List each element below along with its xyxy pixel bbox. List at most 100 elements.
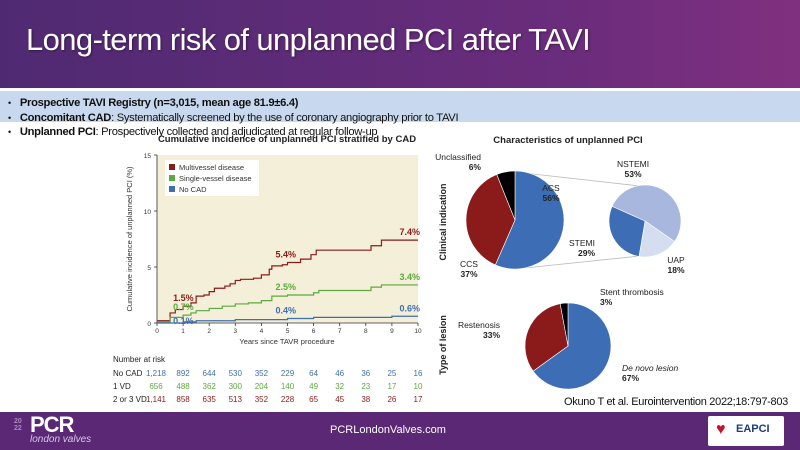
pie-label: STEMI [569,238,595,248]
y-axis-label: Cumulative incidence of unplanned PCI (%… [125,166,134,312]
risk-value: 17 [387,382,396,391]
pie-slice [611,184,682,242]
risk-value: 17 [414,395,423,404]
legend-label: No CAD [179,185,207,194]
x-tick-label: 10 [414,328,422,335]
data-label: 0.4% [276,306,297,316]
risk-value: 858 [176,395,190,404]
risk-value: 204 [255,382,269,391]
series-line [157,284,418,323]
pie-label: NSTEMI [617,159,649,169]
pie-value: 33% [483,330,500,340]
x-tick-label: 8 [364,328,368,335]
risk-value: 10 [414,382,423,391]
risk-value: 45 [335,395,344,404]
bullet-list: Prospective TAVI Registry (n=3,015, mean… [8,96,459,140]
risk-value: 46 [335,369,344,378]
y-tick-label: 15 [144,153,152,160]
pie-title: Characteristics of unplanned PCI [493,135,642,146]
series-line [157,239,418,322]
x-tick-label: 9 [390,328,394,335]
connector-line [514,255,641,270]
pie-label: UAP [667,255,685,265]
website: PCRLondonValves.com [330,424,446,436]
legend-swatch [169,164,175,170]
risk-value: 32 [335,382,344,391]
risk-value: 229 [281,369,295,378]
pie-slice [465,174,516,266]
citation: Okuno T et al. Eurointervention 2022;18:… [564,396,788,408]
title-bar: Long-term risk of unplanned PCI after TA… [0,0,800,88]
y-tick-label: 5 [147,265,151,272]
footer: 2022 PCR london valves PCRLondonValves.c… [0,412,800,450]
pie-label: Stent thrombosis [600,287,664,297]
risk-value: 16 [414,369,423,378]
pie-value: 56% [542,193,559,203]
eapci-logo: ♥ EAPCI [708,416,784,446]
data-label: 0.1% [173,316,194,326]
x-tick-label: 3 [233,328,237,335]
pie-label: ACS [542,183,560,193]
pie-value: 18% [667,265,684,275]
x-axis-label: Years since TAVR procedure [239,337,334,346]
risk-value: 1,141 [146,395,167,404]
legend-swatch [169,186,175,192]
pie-value: 67% [622,373,639,383]
pie-slice [638,220,675,258]
risk-value: 300 [229,382,243,391]
bullet-item: Prospective TAVI Registry (n=3,015, mean… [8,96,458,111]
data-label: 2.5% [276,282,297,292]
legend-label: Multivessel disease [179,163,244,172]
x-tick-label: 1 [181,328,185,335]
pie-slice [608,205,646,257]
legend-label: Single-vessel disease [179,174,252,183]
data-label: 0.7% [173,302,194,312]
risk-value: 65 [309,395,318,404]
bullet-bold: Unplanned PCI [19,126,96,138]
risk-value: 644 [203,369,217,378]
bullet-item: Concomitant CAD: Systematically screened… [8,111,459,126]
x-tick-label: 2 [207,328,211,335]
pie-label: CCS [460,259,478,269]
chart-title: Cumulative incidence of unplanned PCI st… [158,134,416,145]
risk-value: 352 [255,395,269,404]
risk-value: 36 [361,369,370,378]
bullet-text: : Prospectively collected and adjudicate… [95,126,378,138]
risk-value: 49 [309,382,318,391]
row-label: Type of lesion [438,315,448,375]
slide-title: Long-term risk of unplanned PCI after TA… [26,22,591,57]
pcr-logo-sub: london valves [30,434,92,445]
bullet-text: : Systematically screened by the use of … [111,111,459,124]
risk-value: 140 [281,382,295,391]
legend [165,160,259,196]
bullet-bold: Concomitant CAD [19,111,112,124]
risk-value: 530 [229,369,243,378]
heart-icon: ♥ [716,421,726,438]
risk-row-label: No CAD [113,369,143,378]
data-label: 1.5% [173,293,194,303]
x-tick-label: 0 [155,328,159,335]
x-tick-label: 6 [312,328,316,335]
data-label: 7.4% [399,227,420,237]
pie-label: Restenosis [458,320,500,330]
connector-line [514,171,641,187]
pie-value: 6% [469,162,482,172]
pie-value: 29% [578,248,595,258]
pie-slice [496,170,516,221]
pie-value: 53% [624,169,641,179]
risk-value: 64 [309,369,318,378]
y-tick-label: 10 [144,209,152,216]
pie-value: 3% [600,297,613,307]
risk-value: 23 [361,382,370,391]
legend-swatch [169,175,175,181]
pie-slice [494,170,565,270]
risk-value: 488 [176,382,190,391]
pie-slice [532,302,612,390]
risk-row-label: 1 VD [113,382,131,391]
risk-value: 352 [255,369,269,378]
series-line [157,315,418,324]
pcr-logo: PCR [30,412,74,437]
pie-value: 37% [460,269,477,279]
pie-label: Unclassified [435,152,481,162]
